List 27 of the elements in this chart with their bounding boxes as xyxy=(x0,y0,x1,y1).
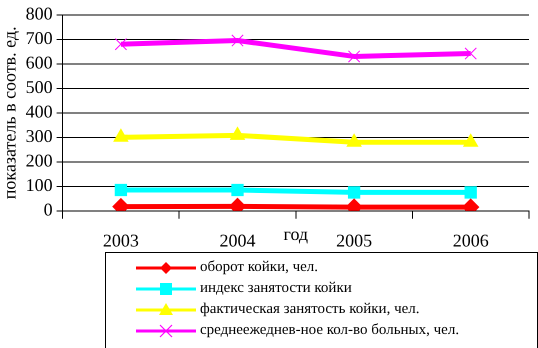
y-tick-label: 800 xyxy=(26,4,53,24)
y-tick-label: 400 xyxy=(26,102,53,122)
y-tick-label: 500 xyxy=(26,77,53,98)
point xyxy=(346,134,362,147)
y-axis-title: показатель в соотв. ед. xyxy=(0,26,20,200)
y-tick-label: 200 xyxy=(26,150,53,171)
point xyxy=(114,38,128,50)
y-tick-label: 700 xyxy=(26,28,53,48)
point xyxy=(348,50,360,63)
y-tick-label: 600 xyxy=(26,52,53,73)
x-tick-label: 2003 xyxy=(102,230,139,250)
legend-label: фактическая занятость койки, чел. xyxy=(200,301,420,318)
legend-label: индекс занятости койки xyxy=(200,280,352,297)
point xyxy=(231,34,244,47)
y-tick-label: 0 xyxy=(44,200,53,220)
point xyxy=(230,126,245,140)
x-tick-label: 2004 xyxy=(220,230,256,250)
point xyxy=(113,128,128,142)
point xyxy=(464,47,477,60)
legend-label: оборот койки, чел. xyxy=(200,259,318,276)
x-axis-title: год xyxy=(284,224,308,244)
y-tick-label: 300 xyxy=(26,126,53,146)
x-tick-label: 2005 xyxy=(336,230,372,250)
x-tick-label: 2006 xyxy=(452,230,489,250)
point xyxy=(463,134,478,147)
y-tick-label: 100 xyxy=(26,175,53,196)
legend-label: среднеежеднев-ное кол-во больных, чел. xyxy=(200,322,460,339)
